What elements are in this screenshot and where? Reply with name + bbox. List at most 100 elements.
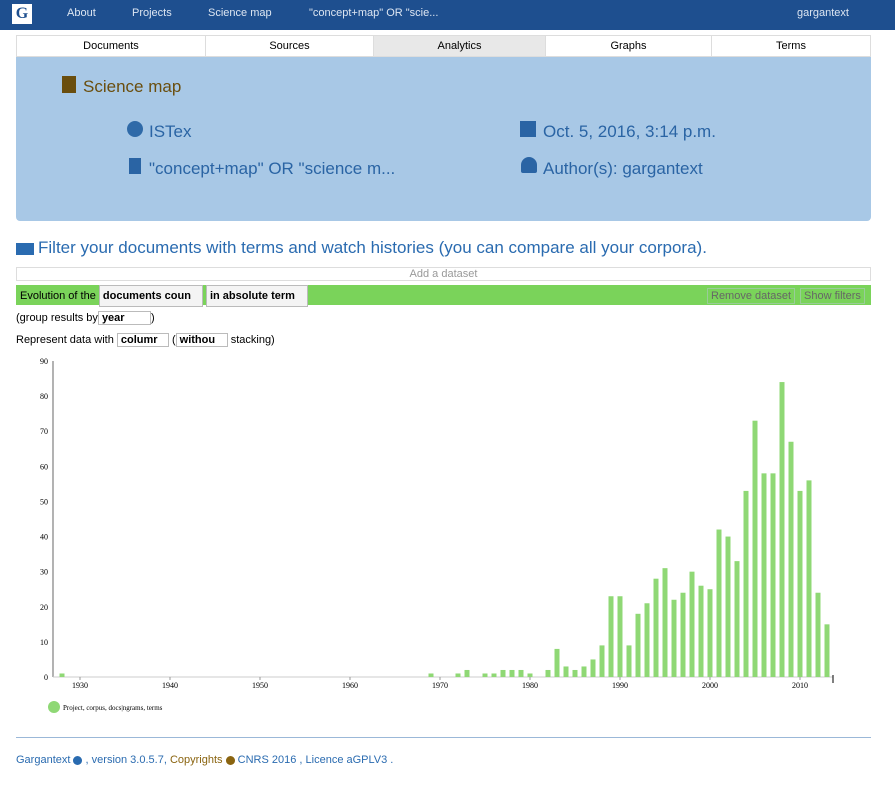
bar: [527, 673, 533, 677]
footer-version: , version 3.0.5.7,: [85, 754, 167, 766]
heading-text: Filter your documents with terms and wat…: [38, 238, 707, 257]
bar: [599, 645, 605, 677]
bar: [500, 669, 506, 677]
bar: [635, 613, 641, 677]
bar: [563, 666, 569, 677]
bar: [572, 669, 578, 677]
y-tick-label: 30: [40, 568, 48, 577]
y-tick-label: 60: [40, 462, 48, 471]
tab-sources[interactable]: Sources: [205, 35, 374, 57]
bar: [617, 596, 623, 677]
y-tick-label: 70: [40, 427, 48, 436]
dataset-row: Evolution of the documents coun in absol…: [16, 285, 871, 307]
x-tick-label: 1980: [522, 681, 538, 690]
y-tick-label: 90: [40, 357, 48, 366]
x-tick-label: 2000: [702, 681, 718, 690]
x-tick-label: 1960: [342, 681, 358, 690]
authors: Author(s): gargantext: [543, 159, 703, 178]
bar: [518, 669, 524, 677]
bar: [770, 473, 776, 677]
chart: 0 10 20 30 40 50 60 70 80 90 1930 1940 1950 1960 1970 1…: [40, 357, 834, 713]
group-select[interactable]: year: [97, 311, 151, 325]
bar: [545, 669, 551, 677]
show-filters[interactable]: Show filters: [800, 288, 865, 304]
group-prefix: (group results by: [16, 311, 98, 324]
bar: [788, 441, 794, 677]
tab-graphs[interactable]: Graphs: [545, 35, 712, 57]
navbar: G About Projects Science map "concept+ma…: [0, 0, 895, 30]
bar: [707, 589, 713, 677]
y-tick-label: 10: [40, 638, 48, 647]
legend-swatch: [48, 701, 60, 713]
date: Oct. 5, 2016, 3:14 p.m.: [543, 122, 716, 141]
bar: [815, 592, 821, 677]
bar: [752, 420, 758, 677]
bar: [455, 673, 461, 677]
stacking-suffix: stacking): [230, 333, 275, 346]
bar: [824, 624, 830, 677]
tab-terms[interactable]: Terms: [711, 35, 871, 57]
bar: [797, 490, 803, 677]
y-tick-label: 40: [40, 533, 48, 542]
x-tick-label: 1930: [72, 681, 88, 690]
footer: Gargantext , version 3.0.5.7, Copyrights…: [16, 754, 393, 766]
group-row: (group results by year): [16, 311, 155, 325]
bar: [698, 585, 704, 677]
brand[interactable]: G: [12, 4, 32, 24]
y-tick-label: 20: [40, 603, 48, 612]
bar: [581, 666, 587, 677]
nav-about[interactable]: About: [67, 7, 96, 19]
nav-corpus[interactable]: "concept+map" OR "scie...: [309, 7, 439, 19]
bar: [671, 599, 677, 677]
tab-analytics[interactable]: Analytics: [373, 35, 546, 57]
footer-licence[interactable]: , Licence aGPLV3 .: [299, 754, 394, 766]
evolution-label: Evolution of the: [20, 289, 96, 302]
bar: [806, 480, 812, 677]
x-tick-label: 1970: [432, 681, 448, 690]
nav-projects[interactable]: Projects: [132, 7, 172, 19]
bar: [680, 592, 686, 677]
bar: [608, 596, 614, 677]
source: ISTex: [149, 122, 192, 141]
x-tick-label: 1940: [162, 681, 178, 690]
x-tick-label: 1990: [612, 681, 628, 690]
remove-dataset[interactable]: Remove dataset: [707, 288, 796, 304]
bar: [743, 490, 749, 677]
nav-science-map[interactable]: Science map: [208, 7, 272, 19]
y-tick-label: 50: [40, 497, 48, 506]
bar: [644, 603, 650, 677]
bar: [482, 673, 488, 677]
bar: [725, 536, 731, 677]
panel-title: Science map: [83, 77, 182, 96]
bar: [716, 529, 722, 677]
bar: [464, 669, 470, 677]
footer-rule: [16, 737, 871, 738]
measure-select[interactable]: documents coun: [98, 285, 203, 307]
bar: [779, 382, 785, 677]
bar: [590, 659, 596, 677]
tab-documents[interactable]: Documents: [16, 35, 206, 57]
footer-cnrs[interactable]: CNRS 2016: [237, 754, 297, 766]
bar: [653, 578, 659, 677]
bar: [734, 561, 740, 677]
bar: [689, 571, 695, 677]
stacking-select[interactable]: withou: [175, 333, 228, 347]
kind-select[interactable]: columr: [116, 333, 169, 347]
filter-heading: Filter your documents with terms and wat…: [16, 238, 707, 258]
x-tick-label: 1950: [252, 681, 268, 690]
paren: (: [171, 333, 176, 346]
footer-brand[interactable]: Gargantext: [16, 754, 71, 766]
bar: [59, 673, 65, 677]
bar: [761, 473, 767, 677]
query: "concept+map" OR "science m...: [149, 159, 396, 178]
bar: [626, 645, 632, 677]
corpus-panel: Science map ISTex Oct. 5, 2016, 3:14 p.m…: [16, 57, 871, 221]
bar: [662, 568, 668, 677]
mode-select[interactable]: in absolute term: [205, 285, 308, 307]
footer-copy: Copyrights: [169, 754, 223, 766]
represent-label: Represent data with: [16, 333, 114, 346]
bar: [509, 669, 515, 677]
nav-user[interactable]: gargantext: [797, 7, 849, 19]
add-dataset[interactable]: Add a dataset: [16, 267, 871, 281]
